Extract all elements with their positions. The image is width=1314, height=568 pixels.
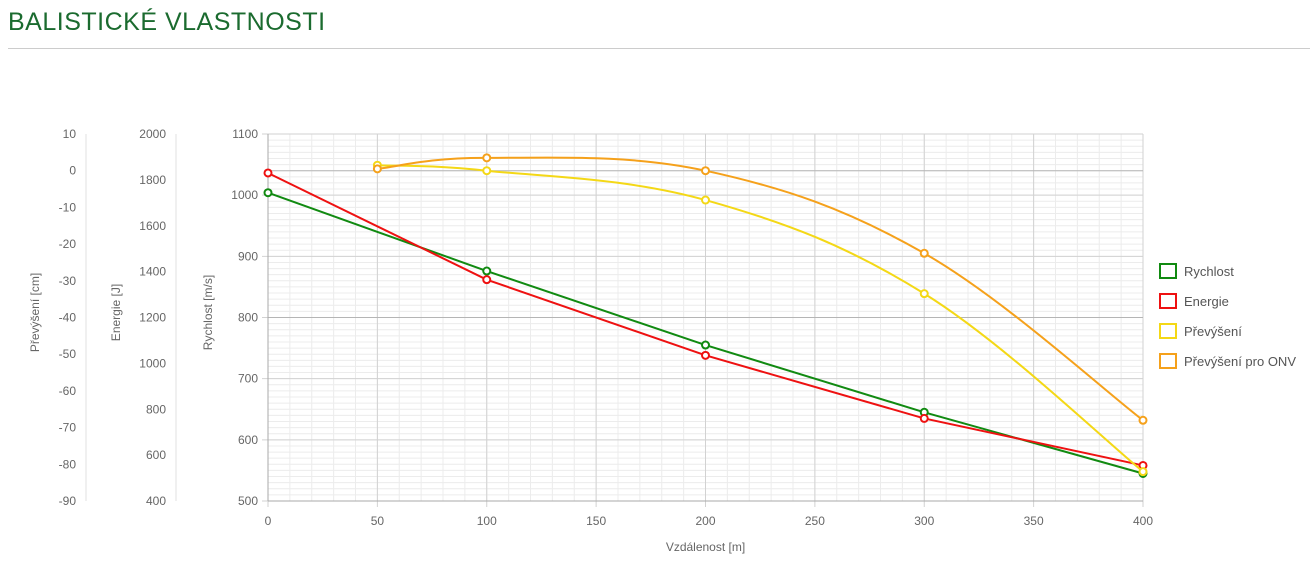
- data-point-p-ev-en-pro-onv: [1138, 415, 1148, 425]
- y-tick-label-rychlost: 800: [238, 311, 258, 325]
- x-tick-label: 250: [805, 514, 825, 528]
- title-divider: [8, 48, 1310, 49]
- y-tick-label-energie: 1200: [139, 311, 166, 325]
- y-tick-label-rychlost: 900: [238, 249, 258, 263]
- y-tick-label-rychlost: 1000: [231, 188, 258, 202]
- x-tick-label: 300: [914, 514, 934, 528]
- series-line-p-ev-en-pro-onv: [377, 156, 1144, 422]
- x-axis-title: Vzdálenost [m]: [666, 540, 745, 554]
- y-tick-label-energie: 1400: [139, 265, 166, 279]
- y-tick-label-energie: 600: [146, 448, 166, 462]
- legend-label-energie: Energie: [1184, 294, 1229, 309]
- y-tick-label-energie: 1600: [139, 219, 166, 233]
- x-tick-label: 0: [265, 514, 272, 528]
- data-point-energie: [482, 275, 492, 285]
- y-tick-label-prevyseni: -70: [59, 421, 77, 435]
- x-tick-label: 100: [477, 514, 497, 528]
- y-tick-label-rychlost: 500: [238, 494, 258, 508]
- y-tick-label-prevyseni: -30: [59, 274, 77, 288]
- data-point-rychlost: [701, 340, 710, 350]
- series-line-p-ev-en-: [377, 164, 1144, 473]
- data-point-p-ev-en-pro-onv: [919, 248, 929, 258]
- data-point-p-ev-en-: [482, 166, 492, 176]
- y-tick-label-rychlost: 1100: [232, 127, 258, 141]
- y-tick-label-prevyseni: -90: [59, 494, 77, 508]
- data-point-p-ev-en-pro-onv: [482, 153, 492, 163]
- y-tick-label-energie: 2000: [139, 127, 166, 141]
- y-axis-title-energie: Energie [J]: [109, 284, 123, 341]
- legend-swatch-p-ev-en-pro-onv: [1159, 353, 1177, 369]
- y-axis-title-prevyseni: Převýšení [cm]: [28, 273, 42, 352]
- legend-swatch-rychlost: [1159, 263, 1177, 279]
- data-point-energie: [263, 168, 273, 178]
- legend-label-p-ev-en-pro-onv: Převýšení pro ONV: [1184, 354, 1296, 369]
- y-tick-label-prevyseni: -80: [59, 457, 77, 471]
- data-point-p-ev-en-pro-onv: [372, 164, 382, 174]
- y-tick-label-prevyseni: 10: [63, 127, 77, 141]
- data-point-p-ev-en-: [919, 289, 929, 299]
- y-tick-label-prevyseni: -20: [59, 237, 77, 251]
- y-tick-label-rychlost: 600: [238, 433, 258, 447]
- data-point-energie: [919, 413, 929, 423]
- y-tick-label-prevyseni: -50: [59, 347, 77, 361]
- y-tick-label-prevyseni: -40: [59, 311, 77, 325]
- legend-label-rychlost: Rychlost: [1184, 264, 1234, 279]
- legend-swatch-energie: [1159, 293, 1177, 309]
- y-tick-label-prevyseni: -10: [59, 200, 77, 214]
- legend-swatch-p-ev-en-: [1159, 323, 1177, 339]
- legend-label-p-ev-en-: Převýšení: [1184, 324, 1242, 339]
- y-tick-label-energie: 800: [146, 402, 166, 416]
- y-tick-label-energie: 400: [146, 494, 166, 508]
- data-point-rychlost: [482, 266, 492, 276]
- data-point-p-ev-en-pro-onv: [701, 166, 710, 176]
- x-tick-label: 350: [1024, 514, 1044, 528]
- x-tick-label: 50: [371, 514, 385, 528]
- x-tick-label: 200: [695, 514, 715, 528]
- data-point-p-ev-en-: [701, 195, 710, 205]
- data-point-energie: [701, 350, 710, 360]
- data-point-p-ev-en-: [1138, 467, 1148, 477]
- data-point-rychlost: [263, 188, 273, 198]
- y-tick-label-energie: 1000: [139, 356, 166, 370]
- y-tick-label-rychlost: 700: [238, 372, 258, 386]
- y-tick-label-prevyseni: 0: [69, 164, 76, 178]
- y-axis-title-rychlost: Rychlost [m/s]: [201, 275, 215, 350]
- y-tick-label-prevyseni: -60: [59, 384, 77, 398]
- page-title: BALISTICKÉ VLASTNOSTI: [8, 8, 326, 36]
- y-tick-label-energie: 1800: [139, 173, 166, 187]
- x-tick-label: 150: [586, 514, 606, 528]
- x-tick-label: 400: [1133, 514, 1153, 528]
